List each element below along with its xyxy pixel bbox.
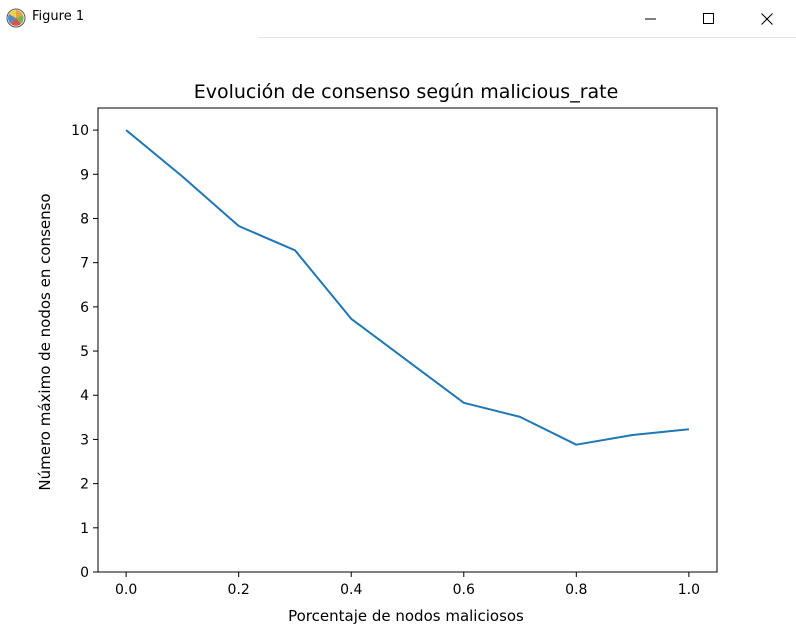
data-point xyxy=(125,129,127,131)
data-point xyxy=(350,318,352,320)
series-line xyxy=(125,129,690,446)
x-tick-label: 1.0 xyxy=(678,582,700,598)
y-axis-label: Número máximo de nodos en consenso xyxy=(36,193,54,490)
y-tick-label: 2 xyxy=(80,477,89,493)
y-tick-label: 1 xyxy=(80,521,89,537)
y-tick-label: 8 xyxy=(80,211,89,227)
window-title: Figure 1 xyxy=(32,9,85,24)
y-tick-label: 10 xyxy=(71,123,89,139)
data-point xyxy=(463,402,465,404)
data-point xyxy=(181,175,183,177)
y-tick-label: 6 xyxy=(80,300,89,316)
data-point xyxy=(238,225,240,227)
window-titlebar: Figure 1 xyxy=(0,0,796,38)
x-axis-label: Porcentaje de nodos maliciosos xyxy=(288,607,524,625)
matplotlib-icon xyxy=(6,8,26,28)
y-tick-label: 0 xyxy=(80,565,89,581)
minimize-button[interactable] xyxy=(622,0,680,37)
x-tick-label: 0.4 xyxy=(340,582,362,598)
maximize-button[interactable] xyxy=(680,0,738,37)
y-tick-label: 9 xyxy=(80,167,89,183)
y-tick-label: 4 xyxy=(80,388,89,404)
minimize-icon xyxy=(645,13,657,25)
x-tick-label: 0.0 xyxy=(115,582,137,598)
data-point xyxy=(688,428,690,430)
chart-title: Evolución de consenso según malicious_ra… xyxy=(194,81,619,103)
x-tick-label: 0.2 xyxy=(228,582,250,598)
close-icon xyxy=(761,12,773,25)
maximize-icon xyxy=(703,12,715,25)
x-tick-label: 0.6 xyxy=(453,582,475,598)
data-point xyxy=(632,434,634,436)
figure-canvas: Evolución de consenso según malicious_ra… xyxy=(0,38,796,631)
axes: 0.0 0.2 0.4 0.6 0.8 1.0 0 1 2 3 4 5 6 7 8 9 10 xyxy=(71,107,718,598)
y-tick-label: 3 xyxy=(80,432,89,448)
data-point xyxy=(294,249,296,251)
plot-frame xyxy=(97,107,718,573)
y-tick-label: 5 xyxy=(80,344,89,360)
data-point xyxy=(519,416,521,418)
data-point xyxy=(407,360,409,362)
y-tick-label: 7 xyxy=(80,256,89,272)
data-point xyxy=(575,444,577,446)
line-chart: Evolución de consenso según malicious_ra… xyxy=(36,81,718,625)
close-button[interactable] xyxy=(738,0,796,37)
titlebar-divider xyxy=(258,37,796,38)
x-tick-label: 0.8 xyxy=(565,582,587,598)
